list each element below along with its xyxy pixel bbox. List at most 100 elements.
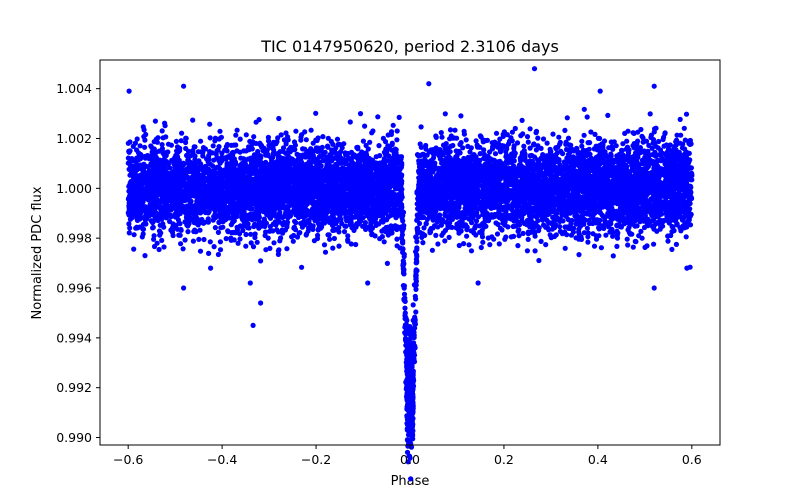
data-point [544,140,550,146]
data-point [473,218,480,224]
data-point [276,115,282,122]
data-point [375,114,381,120]
data-point [278,132,284,138]
data-point [682,146,688,152]
data-points [125,66,695,482]
data-point [608,221,614,227]
data-point [581,106,587,112]
data-point [681,125,687,131]
data-point [521,143,527,149]
data-point [308,127,314,133]
data-point [325,135,331,141]
data-point [596,233,602,239]
data-point [516,233,522,239]
data-point [170,232,176,239]
chart-title: TIC 0147950620, period 2.3106 days [260,37,559,56]
data-point [217,128,223,134]
data-point [217,239,223,245]
data-point [127,139,133,145]
data-point [152,118,158,124]
data-point [183,139,189,146]
data-point [341,229,348,235]
data-point [362,220,368,226]
data-point [614,243,620,249]
data-point [644,243,650,249]
data-point [413,235,420,241]
data-point [276,247,282,253]
data-point [673,241,680,247]
data-point [536,257,542,264]
data-point [461,241,467,247]
data-point [566,142,572,148]
data-point [336,243,342,249]
data-point [142,253,148,259]
data-point [381,239,387,245]
data-point [155,135,161,141]
data-point [258,258,264,264]
data-point [388,129,395,135]
data-point [429,247,435,253]
data-point [283,141,289,147]
data-point [515,228,521,234]
data-point [566,147,572,153]
data-point [185,223,191,229]
data-point [357,111,364,117]
data-point [520,131,526,137]
data-point [384,260,390,266]
x-axis-label: Phase [391,474,430,489]
y-axis-label: Normalized PDC flux [30,186,45,319]
data-point [207,121,213,127]
data-point [251,134,257,140]
data-point [390,122,396,128]
data-point [330,245,336,251]
data-point [175,217,181,223]
data-point [584,225,591,231]
data-point [292,218,298,224]
data-point [321,242,328,248]
data-point [547,232,553,238]
data-point [161,244,167,250]
data-point [165,141,172,147]
data-point [131,246,137,252]
data-point [228,237,234,243]
data-point [585,239,591,245]
data-point [303,137,309,143]
data-point [180,246,186,252]
data-point [401,291,408,297]
data-point [369,130,375,136]
data-point [480,239,486,245]
data-point [468,248,475,254]
data-point [564,115,570,121]
data-point [478,244,484,251]
data-point [682,137,688,143]
data-point [610,253,616,259]
data-point [665,238,671,244]
data-point [396,114,402,120]
data-point [510,233,517,239]
data-point [156,246,162,253]
data-point [687,264,693,270]
data-point [527,126,533,132]
data-point [648,132,655,138]
data-point [504,132,510,138]
data-point [620,141,626,147]
data-point [354,144,360,151]
data-point [625,242,631,248]
data-point [289,234,295,240]
data-point [598,245,605,251]
data-point [320,134,326,140]
data-point [267,228,273,234]
data-point [207,239,213,245]
data-point [331,235,337,242]
data-point [550,131,556,137]
data-point [651,241,657,247]
data-point [143,131,149,138]
data-point [463,137,469,143]
data-point [479,183,485,189]
data-point [439,134,445,140]
data-point [418,124,424,130]
data-point [660,136,666,143]
data-point [418,144,424,150]
